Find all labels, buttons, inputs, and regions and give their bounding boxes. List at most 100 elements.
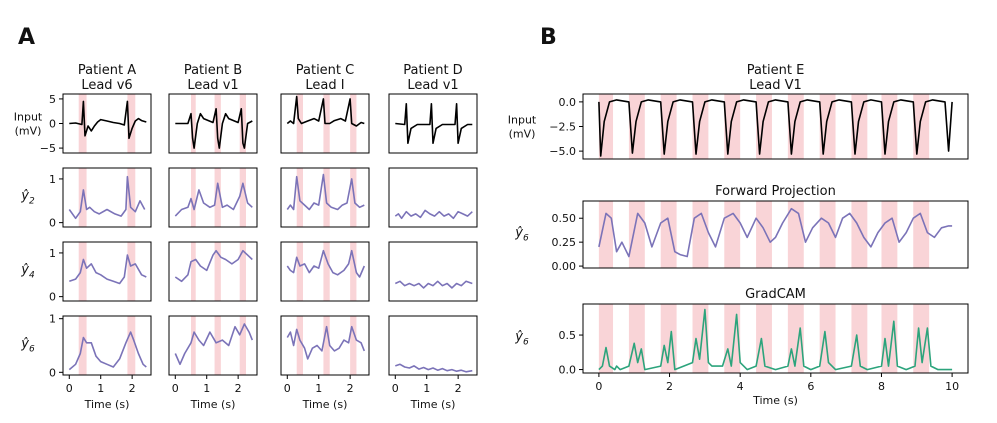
row-label-3-sub: 6 bbox=[29, 345, 35, 355]
subplot-r2-c1-series-line bbox=[174, 249, 253, 283]
b-subplot-2-highlight-2 bbox=[660, 304, 677, 373]
b-subplot-2-xtick-label: 10 bbox=[945, 380, 959, 393]
b-subplot-1-highlight-9 bbox=[881, 201, 898, 268]
subplot-r0-c1-highlight-1 bbox=[214, 94, 221, 153]
b-subplot-1-highlight-0 bbox=[598, 201, 614, 268]
subplot-r3-c2-highlight-1 bbox=[323, 316, 330, 375]
b-subplot-2-xtick-label: 2 bbox=[666, 380, 673, 393]
subplot-r2-c3-series-line bbox=[394, 280, 473, 289]
x-axis-label-1: Time (s) bbox=[190, 398, 236, 411]
subplot-r0-c2-frame bbox=[280, 93, 370, 154]
subplot-r2-c2-highlight-0 bbox=[296, 242, 303, 301]
subplot-r1-c2-highlight-2 bbox=[350, 168, 357, 227]
row-label-1-sub: 2 bbox=[29, 197, 35, 207]
x-axis-label-3: Time (s) bbox=[410, 398, 456, 411]
b-subplot-1-frame bbox=[582, 200, 969, 269]
row-label-3: ŷ6 bbox=[20, 337, 35, 355]
b-x-axis-label: Time (s) bbox=[752, 394, 798, 407]
row-label-2-sub: 4 bbox=[29, 271, 35, 281]
subplot-r3-c1-series-line bbox=[174, 323, 254, 366]
b-row-label-1: ŷ6 bbox=[514, 226, 529, 244]
row-label-2: ŷ4 bbox=[20, 263, 35, 281]
subplot-r3-c0-xtick-label: 1 bbox=[97, 382, 104, 395]
row-label-0: Input bbox=[14, 111, 43, 124]
b-subplot-1-series-line bbox=[598, 207, 953, 258]
b-subplot-2-highlight-7 bbox=[819, 304, 836, 373]
subplot-r3-c2-xtick-label: 1 bbox=[315, 382, 322, 395]
b-subplot-2-highlight-6 bbox=[787, 304, 804, 373]
subplot-r3-c2-series-line bbox=[286, 325, 366, 360]
b-row-label-1-sub: 6 bbox=[523, 234, 529, 244]
b-subplot-0-highlight-8 bbox=[851, 94, 868, 159]
b-subplot-2-ytick-label: 0.5 bbox=[559, 329, 577, 342]
subplot-r1-c0-ytick-label: 0 bbox=[49, 217, 56, 230]
b-subplot-0-series-line bbox=[598, 99, 953, 157]
chart-title-line1: Patient E bbox=[747, 63, 805, 78]
b-subplot-1-ytick-label: 0.25 bbox=[552, 236, 577, 249]
subplot-r3-c0-ytick-label: 0 bbox=[49, 366, 56, 379]
subplot-r3-c3-xtick-label: 0 bbox=[392, 382, 399, 395]
subplot-r2-c0-highlight-1 bbox=[127, 242, 136, 301]
chart-title-line2: Lead V1 bbox=[749, 78, 802, 93]
b-subplot-2-highlight-10 bbox=[913, 304, 930, 373]
subplot-r1-c3-frame bbox=[388, 167, 478, 228]
subplot-r0-c3-frame bbox=[388, 93, 478, 154]
subplot-r0-c2-series-line bbox=[286, 95, 365, 127]
subplot-r3-c3-xtick-label: 1 bbox=[423, 382, 430, 395]
subplot-r3-c3-frame bbox=[388, 315, 478, 376]
b-subplot-1-highlight-3 bbox=[692, 201, 709, 268]
b-row-label-0-unit: (mV) bbox=[509, 128, 536, 141]
subplot-r3-c1-highlight-0 bbox=[191, 316, 196, 375]
subplot-r0-c1-frame bbox=[168, 93, 258, 154]
column-title-lead-2: Lead I bbox=[305, 78, 344, 93]
b-subplot-2-highlight-1 bbox=[628, 304, 645, 373]
subplot-r1-c1-highlight-0 bbox=[191, 168, 196, 227]
b-subplot-2-ytick-label: 0.0 bbox=[559, 364, 577, 377]
b-subplot-1-ytick-label: 0.50 bbox=[552, 212, 577, 225]
subplot-r3-c1-frame bbox=[168, 315, 258, 376]
subplot-r3-c3-xtick-label: 2 bbox=[455, 382, 462, 395]
subplot-r3-c1-highlight-2 bbox=[239, 316, 246, 375]
subplot-title-2: GradCAM bbox=[745, 287, 806, 302]
subplot-r3-c0-xtick-label: 2 bbox=[129, 382, 136, 395]
b-subplot-0-ytick-label: −2.5 bbox=[549, 121, 576, 134]
panel-label-a: A bbox=[18, 25, 35, 50]
subplot-r1-c1-series-line bbox=[174, 182, 253, 217]
b-subplot-2-highlight-0 bbox=[598, 304, 614, 373]
subplot-r2-c1-highlight-2 bbox=[239, 242, 246, 301]
subplot-r1-c1-highlight-1 bbox=[214, 168, 221, 227]
subplot-r0-c1-highlight-0 bbox=[191, 94, 196, 153]
subplot-r2-c3-frame bbox=[388, 241, 478, 302]
subplot-r3-c1-xtick-label: 1 bbox=[203, 382, 210, 395]
subplot-r1-c1-frame bbox=[168, 167, 258, 228]
b-subplot-1-highlight-7 bbox=[819, 201, 836, 268]
b-subplot-1-highlight-2 bbox=[660, 201, 677, 268]
panel-label-b: B bbox=[540, 25, 557, 50]
subplot-r2-c2-frame bbox=[280, 241, 370, 302]
subplot-r3-c1-xtick-label: 2 bbox=[235, 382, 242, 395]
subplot-r1-c2-series-line bbox=[286, 173, 365, 211]
x-axis-label-2: Time (s) bbox=[302, 398, 348, 411]
subplot-r2-c2-series-line bbox=[286, 249, 366, 278]
subplot-r2-c2-highlight-1 bbox=[323, 242, 330, 301]
x-axis-label-0: Time (s) bbox=[84, 398, 130, 411]
b-subplot-2-highlight-8 bbox=[851, 304, 868, 373]
b-row-label-2-sub: 6 bbox=[523, 338, 529, 348]
b-subplot-2-xtick-label: 0 bbox=[595, 380, 602, 393]
b-subplot-2-highlight-5 bbox=[756, 304, 772, 373]
subplot-r1-c1-highlight-2 bbox=[239, 168, 246, 227]
subplot-r2-c0-ytick-label: 1 bbox=[49, 247, 56, 260]
subplot-r1-c0-ytick-label: 1 bbox=[49, 173, 56, 186]
b-subplot-1-highlight-5 bbox=[756, 201, 772, 268]
column-title-patient-1: Patient B bbox=[184, 63, 242, 78]
subplot-title-1: Forward Projection bbox=[715, 184, 836, 199]
subplot-r2-c1-highlight-0 bbox=[191, 242, 196, 301]
subplot-r3-c2-frame bbox=[280, 315, 370, 376]
subplot-r3-c2-highlight-2 bbox=[350, 316, 357, 375]
subplot-r2-c0-ytick-label: 0 bbox=[49, 291, 56, 304]
subplot-r0-c0-ytick-label: 5 bbox=[49, 93, 56, 106]
b-subplot-2-series-line bbox=[598, 308, 953, 371]
